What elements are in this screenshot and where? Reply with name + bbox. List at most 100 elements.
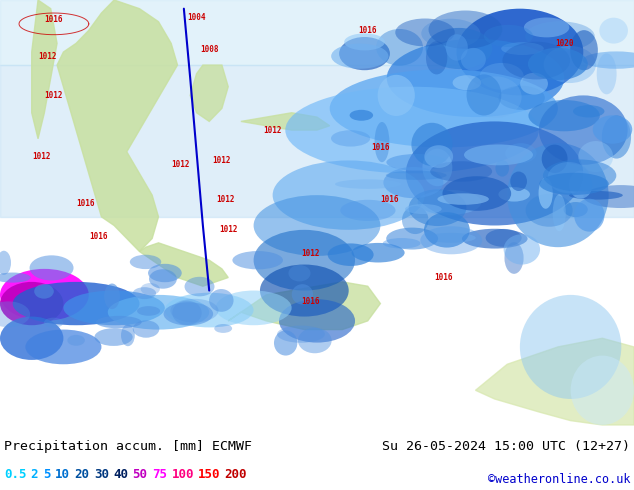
Text: 1016: 1016: [301, 297, 320, 306]
Ellipse shape: [470, 76, 522, 118]
Ellipse shape: [599, 18, 628, 44]
Ellipse shape: [387, 39, 564, 117]
Ellipse shape: [285, 87, 539, 173]
Ellipse shape: [149, 269, 177, 289]
Ellipse shape: [430, 161, 492, 182]
Text: Su 26-05-2024 15:00 UTC (12+27): Su 26-05-2024 15:00 UTC (12+27): [382, 440, 630, 453]
Text: 10: 10: [55, 468, 70, 481]
Ellipse shape: [108, 295, 209, 330]
Text: 50: 50: [133, 468, 148, 481]
Text: 1004: 1004: [187, 13, 206, 22]
Ellipse shape: [233, 251, 283, 270]
Ellipse shape: [386, 171, 446, 180]
Ellipse shape: [526, 22, 595, 51]
Ellipse shape: [349, 110, 373, 121]
Ellipse shape: [395, 19, 455, 47]
Ellipse shape: [172, 301, 202, 325]
Ellipse shape: [386, 228, 438, 249]
Ellipse shape: [376, 29, 423, 66]
Ellipse shape: [0, 317, 63, 360]
Ellipse shape: [520, 73, 548, 95]
Ellipse shape: [424, 212, 470, 247]
Ellipse shape: [0, 272, 30, 283]
Ellipse shape: [375, 122, 389, 162]
Ellipse shape: [486, 229, 522, 247]
Ellipse shape: [344, 33, 385, 50]
Ellipse shape: [260, 265, 349, 317]
Ellipse shape: [171, 299, 219, 322]
Text: 150: 150: [198, 468, 221, 481]
Ellipse shape: [538, 178, 553, 209]
Ellipse shape: [274, 330, 297, 356]
Ellipse shape: [216, 291, 292, 325]
Text: 1008: 1008: [200, 46, 219, 54]
Text: 1016: 1016: [371, 143, 390, 152]
Text: 1020: 1020: [555, 39, 574, 48]
Ellipse shape: [484, 25, 533, 47]
Ellipse shape: [540, 173, 609, 195]
Ellipse shape: [209, 289, 233, 312]
Ellipse shape: [352, 243, 404, 263]
Ellipse shape: [539, 96, 628, 165]
Polygon shape: [32, 0, 57, 139]
Ellipse shape: [335, 179, 401, 189]
Ellipse shape: [461, 48, 486, 71]
Ellipse shape: [573, 105, 604, 118]
Text: 1016: 1016: [434, 273, 453, 282]
Ellipse shape: [331, 44, 389, 69]
Ellipse shape: [330, 70, 558, 147]
Ellipse shape: [528, 100, 600, 131]
Ellipse shape: [424, 145, 453, 168]
Ellipse shape: [429, 10, 502, 49]
Ellipse shape: [528, 48, 588, 80]
Ellipse shape: [165, 293, 254, 327]
Ellipse shape: [574, 199, 604, 232]
Ellipse shape: [597, 53, 617, 95]
Ellipse shape: [96, 316, 141, 328]
Ellipse shape: [464, 145, 533, 165]
Ellipse shape: [44, 318, 63, 328]
Ellipse shape: [288, 265, 311, 281]
Ellipse shape: [570, 30, 598, 70]
Polygon shape: [190, 65, 228, 122]
Polygon shape: [57, 0, 178, 251]
Ellipse shape: [0, 301, 30, 327]
Ellipse shape: [339, 37, 390, 70]
Text: 1012: 1012: [171, 160, 190, 169]
Ellipse shape: [541, 145, 567, 173]
Ellipse shape: [411, 123, 453, 166]
Ellipse shape: [34, 284, 54, 299]
Text: 1012: 1012: [219, 225, 238, 234]
Ellipse shape: [583, 185, 634, 208]
Ellipse shape: [505, 143, 536, 163]
Ellipse shape: [13, 282, 139, 325]
Ellipse shape: [503, 234, 540, 265]
Ellipse shape: [148, 264, 182, 282]
Text: ©weatheronline.co.uk: ©weatheronline.co.uk: [488, 473, 630, 487]
Ellipse shape: [569, 191, 623, 199]
Ellipse shape: [520, 295, 621, 399]
Text: 1016: 1016: [89, 232, 108, 241]
Ellipse shape: [526, 194, 573, 227]
Ellipse shape: [593, 115, 632, 144]
Ellipse shape: [30, 255, 74, 280]
Ellipse shape: [501, 42, 544, 55]
Text: 0.5: 0.5: [4, 468, 27, 481]
Ellipse shape: [422, 149, 452, 186]
Ellipse shape: [104, 284, 120, 309]
Ellipse shape: [495, 160, 509, 176]
Text: 100: 100: [171, 468, 194, 481]
Text: 1016: 1016: [76, 199, 95, 208]
Ellipse shape: [0, 251, 11, 275]
Text: 20: 20: [74, 468, 89, 481]
Ellipse shape: [467, 74, 501, 116]
Text: 2: 2: [30, 468, 38, 481]
Ellipse shape: [443, 176, 511, 211]
Ellipse shape: [524, 18, 569, 37]
Ellipse shape: [498, 86, 545, 110]
Ellipse shape: [386, 154, 447, 171]
Ellipse shape: [456, 9, 583, 96]
Ellipse shape: [427, 233, 476, 243]
Ellipse shape: [543, 159, 616, 192]
Ellipse shape: [254, 230, 355, 291]
